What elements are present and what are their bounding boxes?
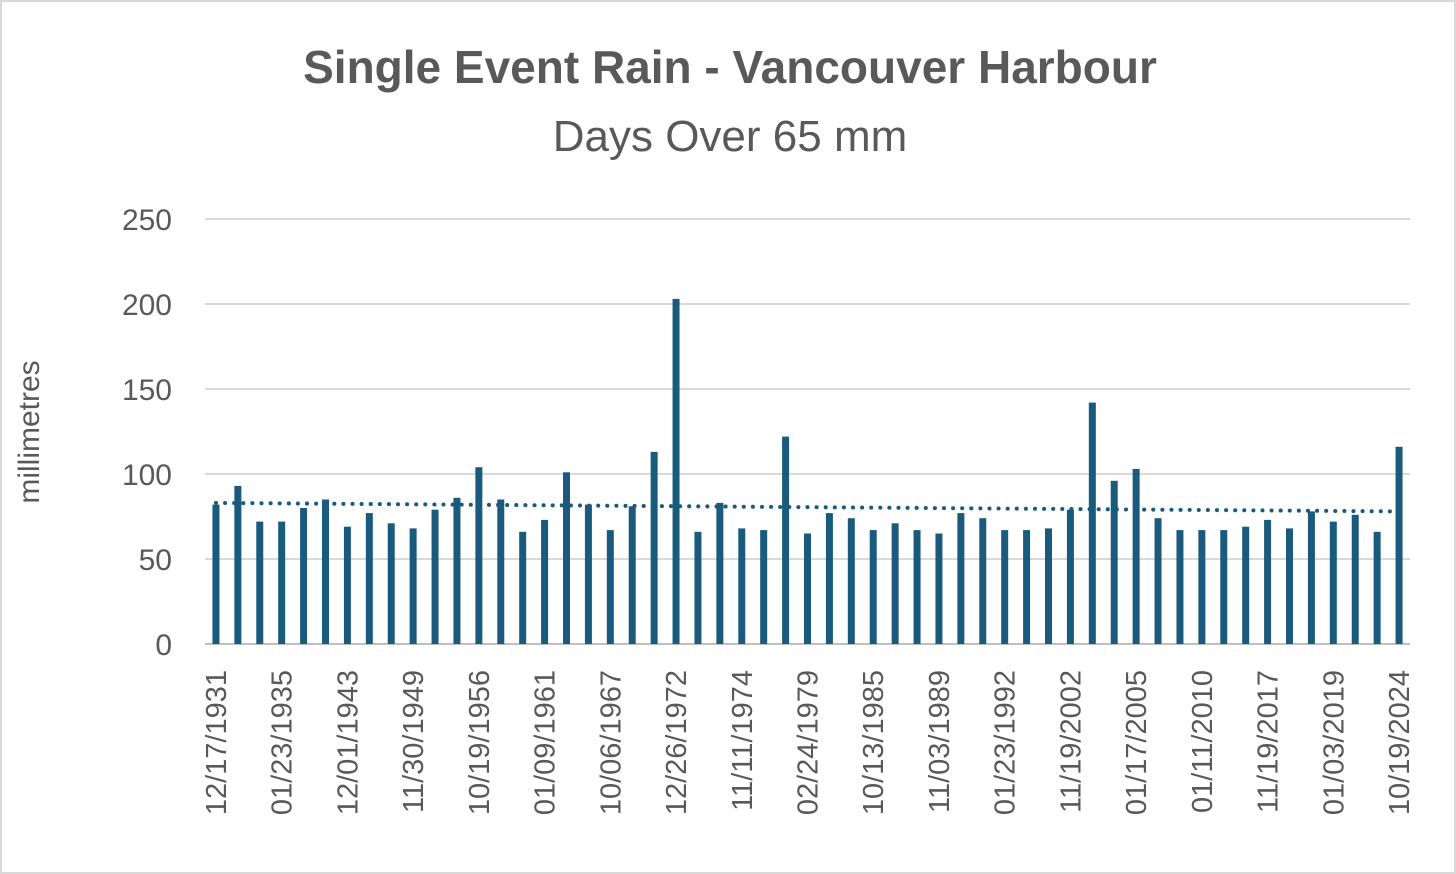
x-tick-label: 11/11/1974 [727,670,759,811]
bar [672,298,680,644]
x-tick-label: 11/19/2017 [1253,670,1285,813]
bar [1329,521,1337,644]
bar [1286,528,1293,644]
y-tick-label: 50 [139,544,172,577]
y-tick-label: 200 [122,289,172,322]
bar [256,521,264,644]
bar [694,531,702,644]
bar [716,502,724,644]
bar [1264,519,1272,644]
bar [869,530,877,644]
x-tick-label: 01/23/1935 [267,670,299,815]
bar [475,467,483,644]
x-tick-label: 02/24/1979 [793,670,825,815]
bar [979,518,987,644]
bar [738,528,746,644]
bar [541,519,549,644]
bar [804,533,811,644]
bar [409,528,417,644]
bar [1351,514,1359,644]
bar [957,513,965,644]
bar [278,521,286,644]
bar [782,436,790,644]
x-tick-labels: 12/17/1931 01/23/1935 12/01/1943 11/30/1949… [201,670,1416,815]
bar [825,513,833,644]
bar [1088,402,1096,644]
x-tick-label: 01/03/2019 [1318,670,1350,815]
x-tick-label: 10/13/1985 [858,670,890,815]
bar [322,499,329,644]
bar [935,533,943,644]
x-tick-label: 01/23/1992 [990,670,1022,815]
x-tick-label: 11/30/1949 [398,670,430,813]
x-tick-label: 01/11/2010 [1187,670,1219,813]
bar [913,530,921,644]
bar [650,451,658,644]
bar [1066,509,1074,644]
bar [1198,530,1206,644]
trendline [213,500,1402,514]
bar [1132,468,1140,644]
bars [212,298,1403,644]
bar [891,523,899,644]
bar [1307,511,1315,644]
trendline-group [213,500,1402,514]
bar [519,531,527,644]
bar [1023,530,1031,644]
bar [1395,446,1403,644]
chart-subtitle: Days Over 65 mm [552,112,908,161]
bar [1242,526,1250,644]
bar [606,530,614,644]
bar [1110,480,1118,644]
y-tick-label: 150 [122,374,172,407]
bar [847,518,855,644]
y-tick-labels: 0 50 100 150 200 250 [122,204,172,662]
bar [628,506,636,644]
bar [1373,531,1381,644]
bar [760,530,768,644]
x-tick-label: 01/09/1961 [530,670,562,815]
bar [1001,530,1009,644]
x-tick-label: 12/26/1972 [661,670,693,815]
bar [300,508,308,644]
bar [584,504,592,644]
x-tick-label: 10/06/1967 [595,670,627,815]
bar [497,499,505,644]
x-tick-label: 12/17/1931 [201,670,233,815]
bar [343,526,351,644]
x-tick-label: 01/17/2005 [1121,670,1153,815]
bar [234,485,242,644]
x-tick-label: 11/19/2002 [1055,670,1087,813]
chart-title: Single Event Rain - Vancouver Harbour [303,41,1157,93]
x-tick-label: 10/19/1956 [464,670,496,815]
bar [212,504,220,644]
x-tick-label: 10/19/2024 [1384,670,1416,815]
bar [563,472,570,644]
bar [1220,530,1228,644]
y-tick-label: 250 [122,204,172,237]
y-tick-label: 100 [122,459,172,492]
y-tick-label: 0 [155,629,172,662]
bar [453,497,461,644]
bar [1154,518,1162,644]
bar [387,523,395,644]
bar [431,509,439,644]
bar [365,513,373,644]
bar [1045,528,1052,644]
x-tick-label: 12/01/1943 [332,670,364,815]
x-tick-label: 11/03/1989 [924,670,956,813]
bar [1176,530,1184,644]
